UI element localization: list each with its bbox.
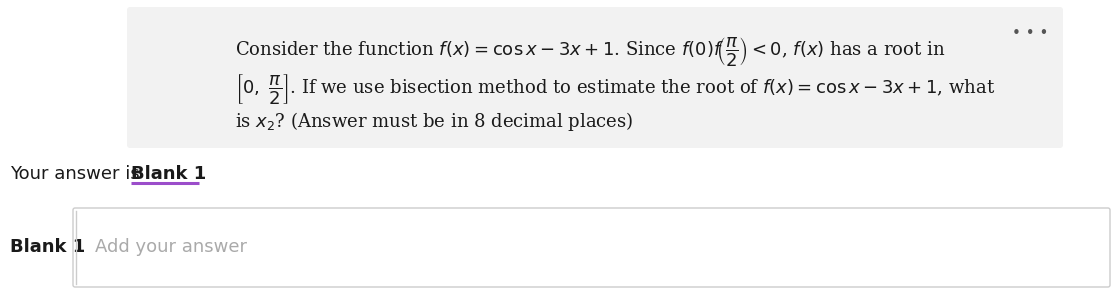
Text: $\left[0,\ \dfrac{\pi}{2}\right]$. If we use bisection method to estimate the ro: $\left[0,\ \dfrac{\pi}{2}\right]$. If we… bbox=[235, 72, 996, 106]
Text: Add your answer: Add your answer bbox=[95, 238, 248, 256]
FancyBboxPatch shape bbox=[73, 208, 1110, 287]
Text: Blank 1: Blank 1 bbox=[131, 165, 206, 183]
Text: Consider the function $f(x) = \cos x - 3x + 1$. Since $f(0)f\!\left(\dfrac{\pi}{: Consider the function $f(x) = \cos x - 3… bbox=[235, 35, 945, 68]
Text: .: . bbox=[195, 165, 200, 183]
Text: is $x_2$? (Answer must be in 8 decimal places): is $x_2$? (Answer must be in 8 decimal p… bbox=[235, 110, 634, 133]
Text: Blank 1: Blank 1 bbox=[10, 238, 85, 256]
FancyBboxPatch shape bbox=[127, 7, 1063, 148]
Text: • • •: • • • bbox=[1011, 26, 1048, 41]
Text: Your answer is: Your answer is bbox=[10, 165, 146, 183]
